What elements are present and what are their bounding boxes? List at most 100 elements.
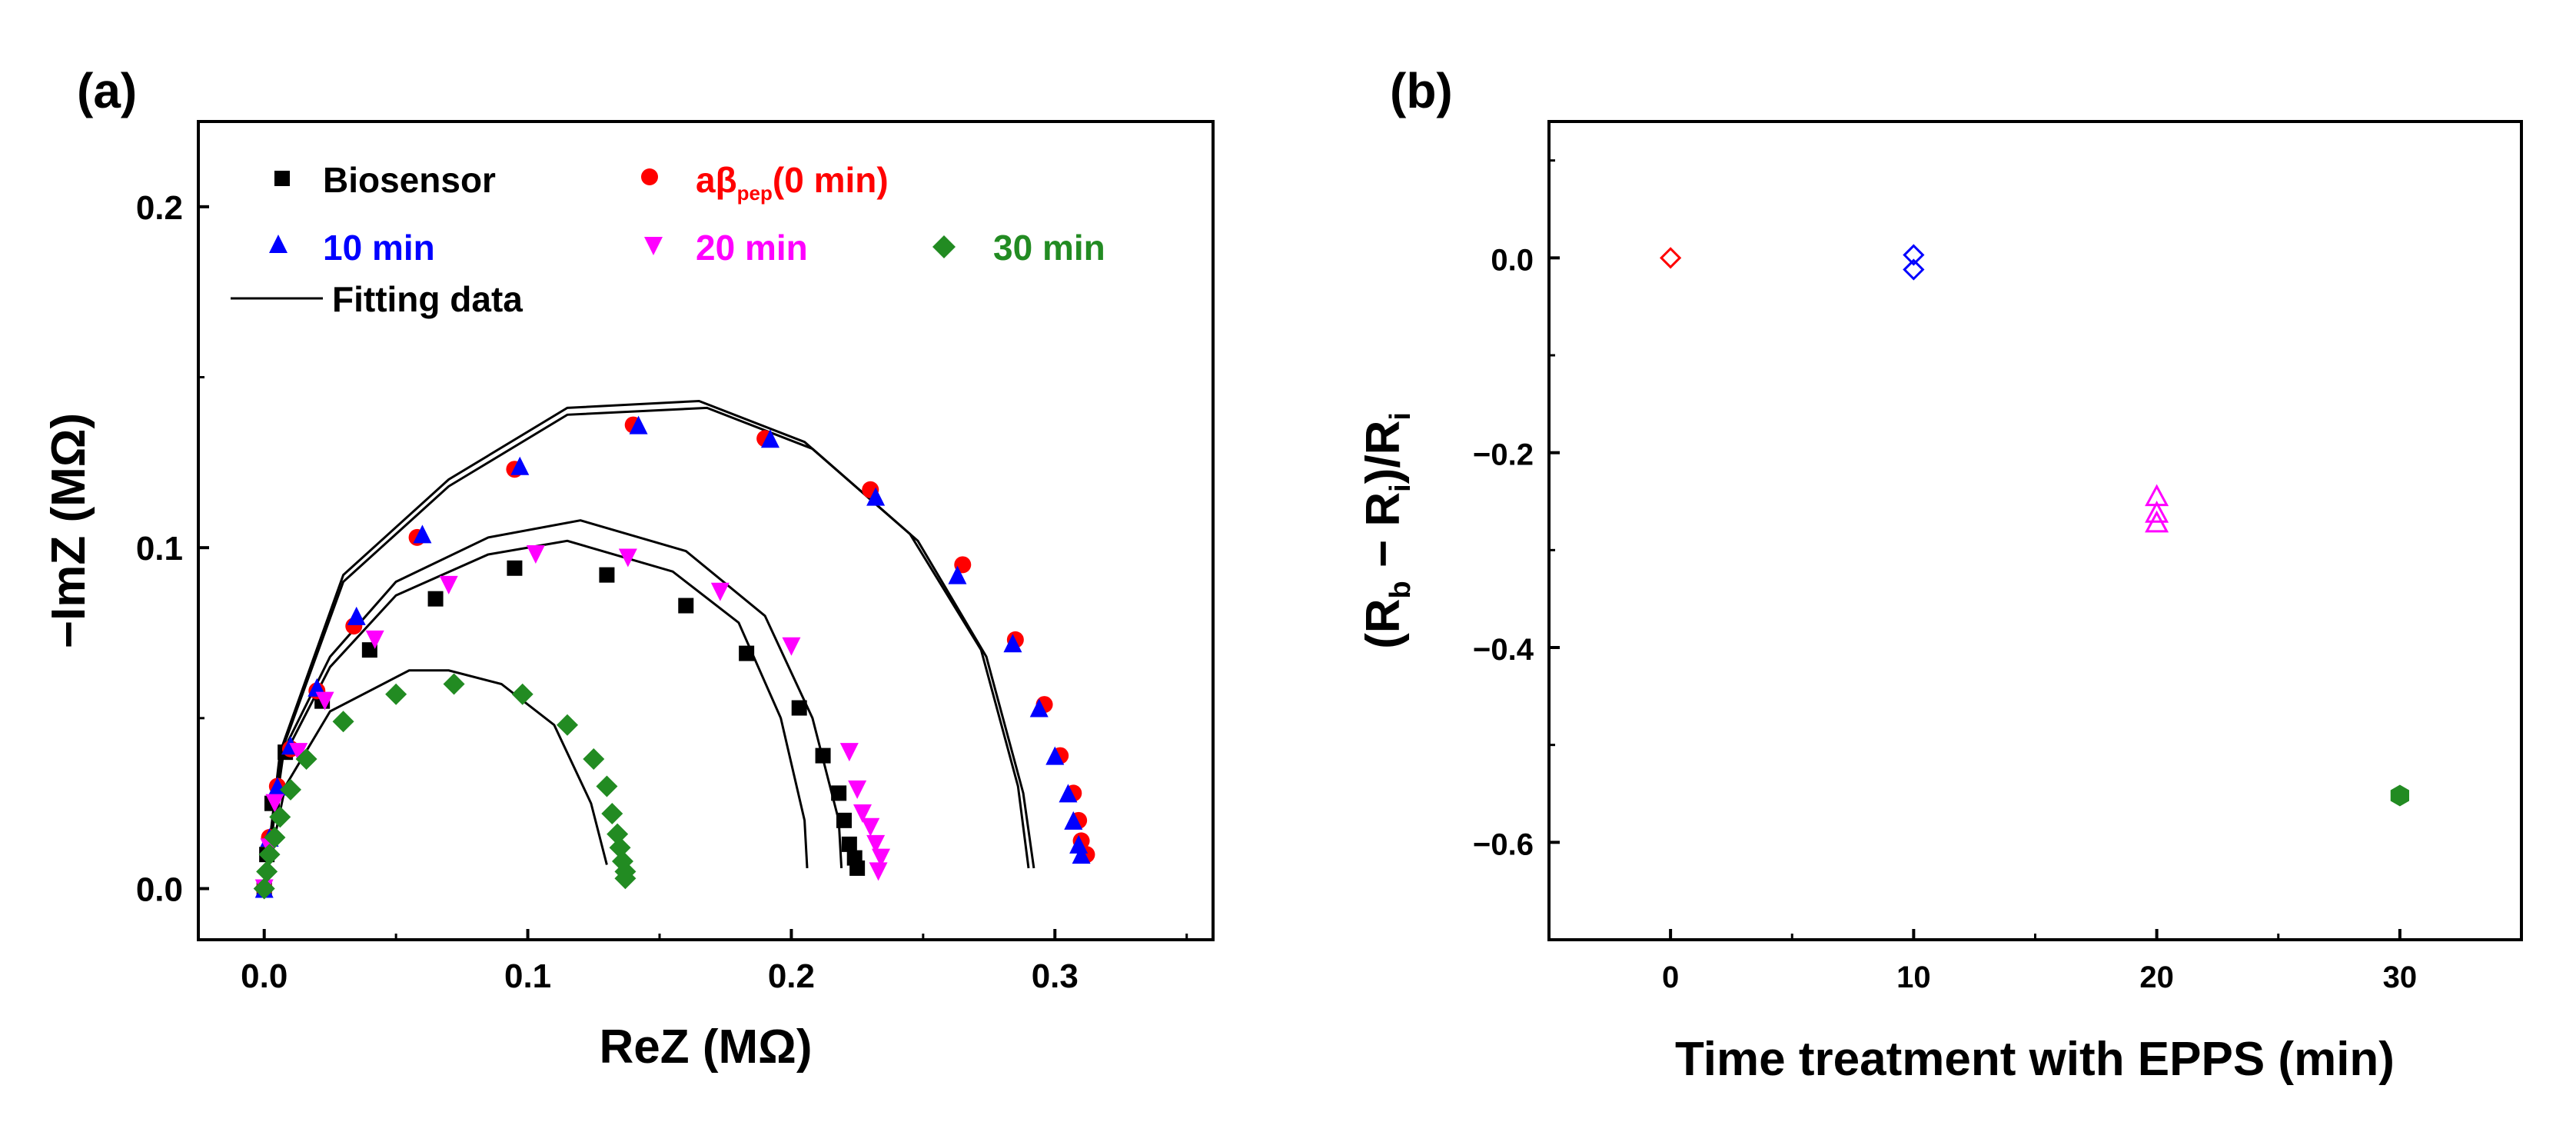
data-point-a-s3: [710, 582, 730, 601]
y-tick-label: −0.2: [1473, 438, 1534, 472]
x-tick-label: 0.2: [768, 957, 815, 995]
data-point-a-s4: [443, 673, 465, 695]
panel-b-data-markers: [1660, 244, 2409, 807]
data-point-b-s1: [1903, 258, 1925, 281]
data-point-a-s3: [848, 780, 867, 799]
data-point-b-s2: [2145, 510, 2169, 533]
data-point-a-s2: [1059, 784, 1078, 803]
data-point-a-s4: [601, 802, 623, 824]
x-tick-label: 0.0: [241, 957, 288, 995]
data-point-a-s3: [365, 630, 384, 649]
y-tick-label: 0.1: [136, 530, 183, 568]
data-point-a-s2: [761, 429, 779, 448]
data-point-a-s4: [295, 748, 317, 771]
data-point-b-s3: [2390, 784, 2409, 807]
data-point-a-s3: [265, 794, 284, 813]
data-point-a-s3: [618, 548, 637, 568]
data-point-a-s2: [1064, 811, 1083, 830]
data-point-a-s0: [831, 785, 847, 801]
data-point-a-s3: [439, 575, 458, 594]
panel-b-x-axis-label: Time treatment with EPPS (min): [1675, 1033, 2395, 1086]
panel-b-ticks: 0 10 20 30 0.0 −0.2 −0.4 −0.6: [1473, 159, 2418, 994]
data-point-a-s0: [841, 836, 857, 852]
data-point-a-s0: [836, 812, 852, 828]
data-point-a-s4: [264, 827, 286, 848]
panel-a-fit-lines: [263, 399, 1035, 889]
data-point-a-s4: [607, 823, 629, 845]
data-point-b-s0: [1660, 247, 1682, 269]
data-point-a-s0: [815, 747, 831, 764]
legend-fit-label: Fitting data: [332, 279, 523, 319]
data-point-a-s3: [861, 817, 880, 837]
data-point-a-s3: [853, 804, 872, 823]
x-tick-label: 0.3: [1032, 957, 1079, 995]
y-tick-label: −0.4: [1473, 633, 1534, 667]
data-point-a-s0: [791, 700, 807, 716]
data-point-a-s4: [253, 877, 275, 900]
data-point-a-s3: [869, 862, 888, 881]
data-point-a-s2: [948, 565, 967, 584]
y-tick-label: 0.2: [136, 189, 183, 227]
data-point-a-s2: [866, 487, 886, 506]
x-tick-label: 20: [2139, 961, 2174, 994]
data-point-a-s3: [526, 545, 545, 564]
y-tick-label: −0.6: [1473, 827, 1534, 861]
panel-b-y-axis-label: (Rb − Ri)/Ri: [1357, 412, 1417, 649]
panel-a-data-markers: [253, 415, 1095, 900]
data-point-a-s2: [347, 606, 366, 625]
data-point-b-s2: [2145, 501, 2169, 523]
fit-outer-a: [263, 399, 1030, 889]
data-point-a-s0: [427, 591, 444, 607]
legend-abeta-marker: [641, 168, 658, 185]
legend-30min-label: 30 min: [993, 228, 1105, 268]
data-point-a-s4: [557, 714, 578, 736]
x-tick-label: 0: [1662, 961, 1679, 994]
data-point-a-s3: [839, 743, 859, 762]
legend-abeta-label: aβpep(0 min): [696, 160, 889, 205]
data-point-a-s2: [629, 415, 648, 434]
data-point-a-s3: [782, 637, 801, 656]
data-point-a-s4: [385, 683, 407, 705]
legend-biosensor-label: Biosensor: [323, 160, 496, 200]
legend-20min-label: 20 min: [696, 228, 808, 268]
data-point-b-s1: [1903, 244, 1925, 266]
data-point-a-s0: [599, 567, 615, 583]
panel-a-label: (a): [77, 63, 137, 118]
x-tick-label: 0.1: [504, 957, 551, 995]
data-point-a-s0: [739, 645, 755, 661]
panel-a-x-axis-label: ReZ (MΩ): [599, 1020, 812, 1074]
data-point-a-s2: [1072, 845, 1091, 864]
data-point-a-s4: [332, 711, 354, 733]
fit-outer-b: [263, 406, 1035, 889]
panel-b: (b) 0 10 20 30 0.0 −0.2 −0.4 −0.6 Time treatmen…: [1357, 63, 2523, 1086]
legend-30min-marker: [932, 235, 956, 258]
data-point-a-s4: [596, 775, 618, 797]
data-point-a-s0: [507, 560, 523, 576]
legend-20min-marker: [644, 237, 663, 255]
data-point-a-s2: [413, 524, 432, 544]
legend-10min-marker: [269, 235, 288, 253]
data-point-a-s4: [583, 748, 605, 771]
data-point-a-s2: [510, 456, 530, 475]
panel-b-label: (b): [1390, 63, 1453, 118]
data-point-a-s3: [872, 848, 890, 867]
data-point-a-s4: [258, 844, 281, 866]
data-point-a-s2: [1045, 746, 1065, 765]
data-point-a-s4: [269, 806, 291, 828]
panel-a-legend: Biosensor aβpep(0 min) 10 min 20 min 30 …: [231, 160, 1105, 319]
data-point-a-s4: [280, 778, 301, 801]
data-point-a-s3: [289, 743, 308, 762]
panel-a: (a) 0.0 0.1 0.2 0.3 0.0 0.1 0.2 ReZ (MΩ) −ImZ …: [42, 63, 1215, 1074]
data-point-a-s0: [678, 598, 694, 614]
panel-b-frame: [1547, 120, 2523, 941]
y-tick-label: 0.0: [136, 871, 183, 909]
data-point-a-s0: [849, 860, 866, 876]
data-point-a-s2: [1069, 834, 1089, 854]
data-point-a-s2: [1029, 698, 1049, 717]
data-point-a-s4: [256, 861, 278, 883]
x-tick-label: 10: [1896, 961, 1931, 994]
data-point-a-s3: [315, 691, 334, 711]
data-point-a-s3: [866, 834, 886, 854]
x-tick-label: 30: [2383, 961, 2418, 994]
